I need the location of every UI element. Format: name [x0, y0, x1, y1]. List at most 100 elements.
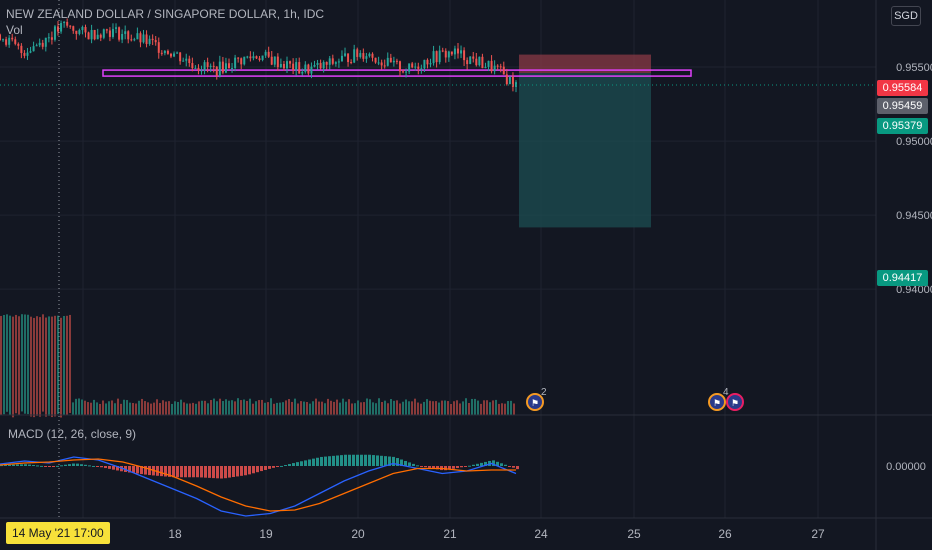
volume-bar	[294, 398, 296, 415]
macd-histogram-bar	[160, 466, 163, 477]
macd-histogram-bar	[112, 466, 115, 470]
candle-body	[301, 71, 304, 74]
candle-body	[423, 59, 426, 69]
volume-bar	[264, 402, 266, 415]
volume-bar	[249, 398, 251, 415]
candle-body	[377, 62, 380, 64]
candle-body	[38, 42, 41, 46]
volume-bar	[3, 314, 5, 415]
volume-bar	[357, 400, 359, 415]
volume-bar	[21, 314, 23, 412]
volume-bar	[267, 402, 269, 415]
x-tick-label: 21	[443, 527, 457, 541]
candle-body	[26, 52, 29, 56]
volume-bar	[195, 403, 197, 415]
candle-body	[261, 55, 264, 60]
macd-histogram-bar	[232, 466, 235, 478]
volume-bar	[99, 403, 101, 415]
candle-body	[444, 50, 447, 58]
macd-histogram-bar	[48, 466, 51, 467]
macd-histogram-bar	[68, 464, 71, 466]
candle-body	[508, 76, 511, 85]
event-flag-icon[interactable]: ⚑	[526, 393, 544, 411]
volume-bar	[321, 401, 323, 415]
volume-bar	[291, 401, 293, 415]
candle-body	[173, 53, 176, 57]
candle-body	[475, 58, 478, 66]
macd-histogram-bar	[176, 466, 179, 478]
macd-histogram-bar	[436, 466, 439, 470]
volume-bar	[333, 401, 335, 415]
position-tool[interactable]	[102, 54, 692, 228]
candle-body	[221, 61, 224, 73]
macd-histogram-bar	[136, 466, 139, 474]
candle-body	[121, 33, 124, 40]
event-flag-icon[interactable]: ⚑	[708, 393, 726, 411]
candle-body	[240, 58, 243, 65]
volume-bar	[63, 315, 65, 416]
macd-histogram-bar	[208, 466, 211, 478]
candle-body	[50, 37, 53, 40]
volume-bar	[402, 401, 404, 415]
volume-bar	[36, 316, 38, 416]
volume-bar	[348, 399, 350, 415]
volume-bar	[255, 401, 257, 415]
candle-body	[111, 28, 114, 37]
volume-bar	[270, 398, 272, 415]
y-tick-label: 0.94500	[896, 210, 932, 222]
volume-bar	[198, 401, 200, 415]
candle-body	[450, 51, 453, 55]
volume-bar	[48, 316, 50, 416]
volume-bar	[456, 400, 458, 415]
candle-body	[267, 51, 270, 57]
macd-histogram-bar	[156, 466, 159, 476]
macd-histogram-bar	[388, 456, 391, 466]
volume-bar	[498, 403, 500, 415]
volume-bar	[90, 402, 92, 415]
macd-histogram-bar	[484, 461, 487, 466]
macd-histogram-bar	[84, 464, 87, 466]
candle-body	[362, 53, 365, 59]
volume-bar	[93, 399, 95, 415]
volume-bar	[450, 403, 452, 415]
candle-body	[499, 66, 502, 68]
volume-bar	[210, 400, 212, 415]
macd-histogram-bar	[4, 464, 7, 466]
volume-bar	[225, 399, 227, 415]
candle-body	[66, 21, 69, 26]
macd-histogram-bar	[360, 454, 363, 466]
candle-body	[276, 56, 279, 68]
candle-body	[96, 34, 99, 40]
volume-bar	[237, 398, 239, 415]
volume-bar	[81, 399, 83, 415]
currency-button[interactable]: SGD	[891, 6, 921, 26]
candle-body	[490, 60, 493, 72]
volume-bar	[159, 403, 161, 415]
event-flag-icon[interactable]: ⚑	[726, 393, 744, 411]
volume-bar	[123, 399, 125, 415]
volume-bar	[96, 402, 98, 415]
candle-body	[395, 60, 398, 62]
volume-bar	[105, 403, 107, 415]
volume-bar	[282, 402, 284, 415]
candle-body	[169, 53, 172, 57]
macd-histogram-bar	[104, 466, 107, 469]
current-price-label: 0.95379	[877, 118, 928, 134]
volume-bar	[18, 316, 20, 416]
macd-histogram-bar	[172, 466, 175, 478]
candle-body	[435, 51, 438, 63]
volume-bar	[141, 398, 143, 415]
macd-histogram-bar	[236, 466, 239, 477]
candlesticks	[0, 18, 517, 93]
candle-body	[20, 45, 23, 54]
macd-histogram-bar	[504, 464, 507, 466]
macd-histogram-bar	[316, 457, 319, 466]
volume-bar	[108, 401, 110, 415]
candle-body	[246, 56, 249, 58]
volume-bar	[381, 401, 383, 415]
candle-body	[75, 30, 78, 34]
volume-bar	[384, 400, 386, 415]
x-tick-label: 19	[259, 527, 273, 541]
volume-bar	[513, 403, 515, 415]
